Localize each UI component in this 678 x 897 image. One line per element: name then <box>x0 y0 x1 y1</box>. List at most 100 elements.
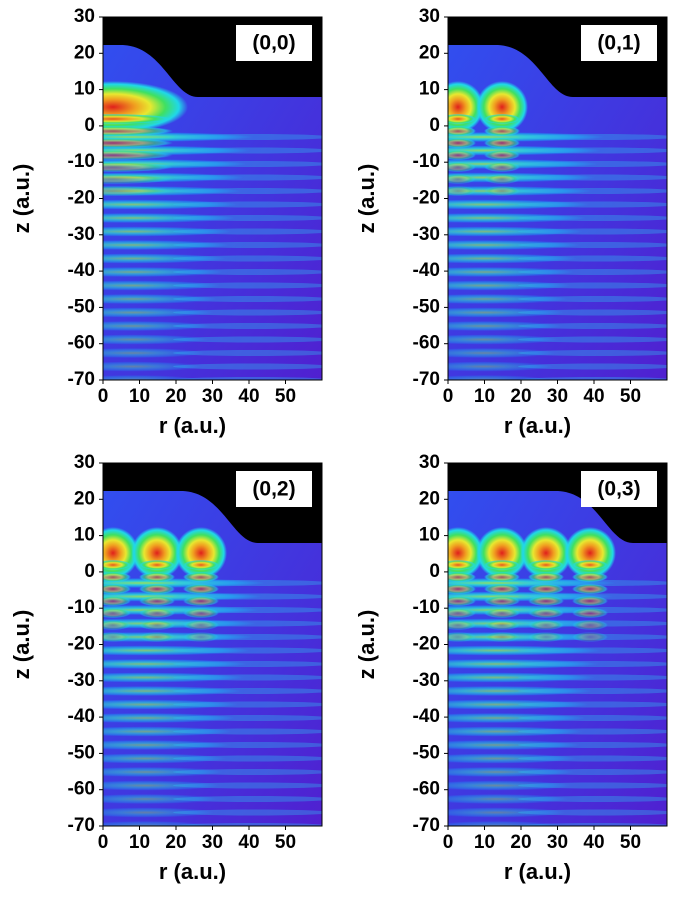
lobe-row <box>139 584 175 594</box>
lobe-row <box>528 584 564 594</box>
annotation-box <box>581 25 657 61</box>
band <box>103 307 214 318</box>
band-tail <box>518 728 667 735</box>
lobe-row <box>448 186 476 196</box>
y-tick-label: -40 <box>413 260 440 281</box>
band <box>103 334 208 345</box>
band <box>103 294 217 304</box>
lobe-row <box>448 162 476 172</box>
x-tick-label: 10 <box>129 386 150 407</box>
lobe-row <box>103 584 131 594</box>
band-tail <box>518 809 667 816</box>
band <box>448 226 583 237</box>
lobe-row <box>139 572 175 582</box>
band-tail <box>518 161 667 167</box>
y-tick-label: -50 <box>413 296 440 317</box>
x-tick-label: 40 <box>583 386 604 407</box>
band <box>448 780 571 791</box>
y-tick-label: -50 <box>413 742 440 763</box>
lobe-row <box>528 572 564 582</box>
lobe-row <box>139 596 175 606</box>
lobe-row <box>448 126 476 136</box>
lobe-row <box>448 596 476 606</box>
annotation: (0,1) <box>597 32 640 55</box>
band <box>448 280 571 291</box>
y-tick-label: -10 <box>413 151 440 172</box>
band <box>103 321 211 331</box>
band-tail <box>173 350 322 356</box>
lobe-row <box>448 150 476 160</box>
y-tick-label: -10 <box>413 597 440 618</box>
x-tick-label: 40 <box>238 386 259 407</box>
band <box>103 767 223 777</box>
x-tick-label: 50 <box>620 832 641 853</box>
band-tail <box>518 823 667 826</box>
band <box>448 321 562 331</box>
lobe-row <box>183 584 219 594</box>
lobe <box>103 81 188 133</box>
band <box>448 253 577 264</box>
y-tick-label: 20 <box>419 42 440 63</box>
y-tick-label: 0 <box>429 115 440 136</box>
y-tick-label: -60 <box>413 333 440 354</box>
band <box>103 280 220 291</box>
y-axis-label: z (a.u.) <box>9 610 34 680</box>
band-tail <box>518 688 667 694</box>
band-tail <box>518 769 667 775</box>
lobe-row <box>448 584 476 594</box>
annotation: (0,0) <box>252 32 295 55</box>
annotation: (0,2) <box>252 478 295 501</box>
band <box>103 253 226 264</box>
lobe <box>564 527 616 579</box>
band-tail <box>173 377 322 380</box>
x-tick-label: 20 <box>510 832 531 853</box>
lobe-row <box>103 174 173 184</box>
band-tail <box>173 228 322 235</box>
lobe-row <box>183 632 219 642</box>
contour-field <box>103 463 322 826</box>
x-tick-label: 20 <box>510 386 531 407</box>
x-tick-label: 50 <box>275 386 296 407</box>
lobe-row <box>484 608 520 618</box>
band <box>448 645 601 656</box>
annotation-box <box>581 471 657 507</box>
x-tick-label: 10 <box>129 832 150 853</box>
lobe-row <box>572 560 608 570</box>
band-tail <box>173 580 322 586</box>
y-tick-label: 10 <box>419 525 440 546</box>
x-tick-label: 0 <box>443 832 454 853</box>
y-tick-label: -70 <box>68 815 95 836</box>
band <box>103 713 235 723</box>
lobe-row <box>103 126 173 136</box>
band-tail <box>173 323 322 329</box>
y-tick-label: 0 <box>429 561 440 582</box>
band-tail <box>518 323 667 329</box>
band <box>103 672 244 683</box>
band-tail <box>173 255 322 262</box>
band-tail <box>518 147 667 154</box>
y-tick-label: -70 <box>68 369 95 390</box>
x-axis-label: r (a.u.) <box>504 413 571 438</box>
y-axis-label: z (a.u.) <box>354 164 379 234</box>
lobe-row <box>484 114 520 124</box>
lobe-row <box>484 596 520 606</box>
band <box>448 740 580 750</box>
y-tick-label: -50 <box>68 742 95 763</box>
lobe-row <box>103 150 173 160</box>
x-axis-label: r (a.u.) <box>504 859 571 884</box>
band <box>103 794 217 804</box>
lobe-row <box>484 572 520 582</box>
band <box>103 267 223 277</box>
band-tail <box>518 647 667 654</box>
y-tick-label: -10 <box>68 597 95 618</box>
band <box>448 807 565 818</box>
y-tick-label: -70 <box>413 369 440 390</box>
band <box>448 375 550 380</box>
lobe-row <box>183 560 219 570</box>
band <box>448 132 604 142</box>
lobe-row <box>484 126 520 136</box>
contour-field <box>448 463 667 826</box>
lobe-row <box>103 186 173 196</box>
band <box>103 699 238 710</box>
contour-field <box>448 17 667 380</box>
